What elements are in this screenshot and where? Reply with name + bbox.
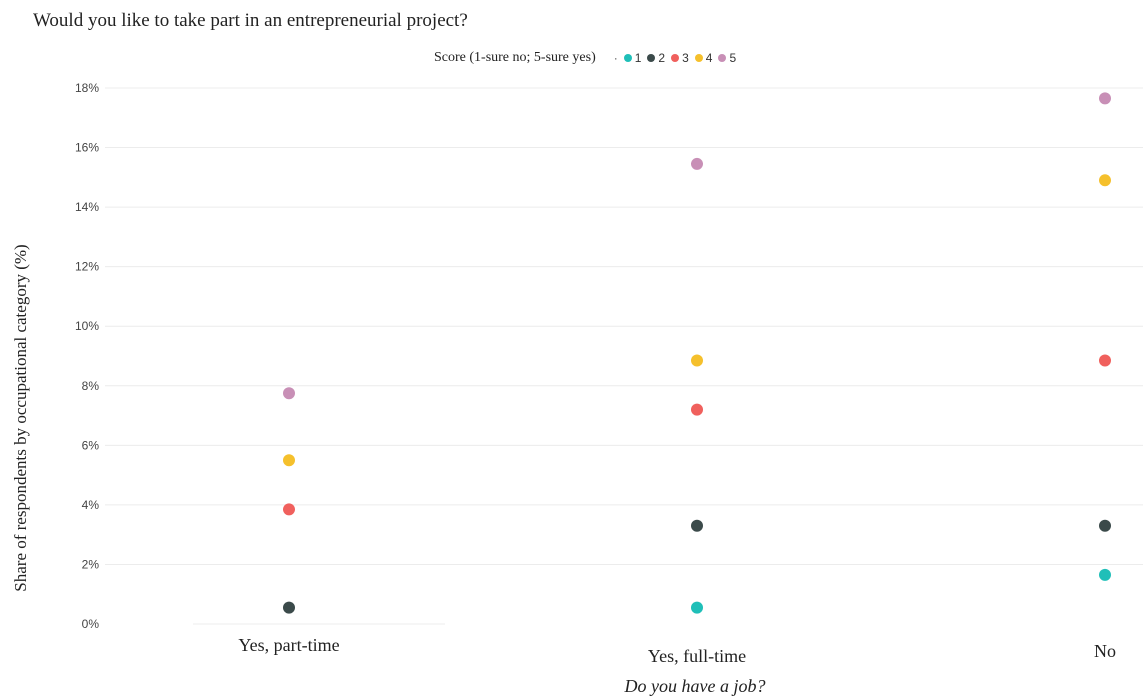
data-point-score-5 xyxy=(691,157,703,170)
data-point-score-1 xyxy=(1099,568,1111,581)
data-point-score-5 xyxy=(1099,92,1111,105)
data-point-score-4 xyxy=(1099,174,1111,187)
legend-items: 1 2 3 4 5 xyxy=(623,51,742,65)
y-tick-label: 12% xyxy=(75,260,99,274)
legend-item-1: 1 xyxy=(623,51,642,65)
legend-marker-4 xyxy=(694,54,703,62)
legend-marker-3 xyxy=(671,54,680,62)
data-point-score-1 xyxy=(691,601,703,614)
data-point-score-3 xyxy=(1099,354,1111,367)
y-tick-label: 4% xyxy=(82,498,100,512)
data-point-score-2 xyxy=(283,601,295,614)
data-point-score-3 xyxy=(691,403,703,416)
legend: Score (1-sure no; 5-sure yes) · 1 2 3 4 5 xyxy=(434,50,742,66)
x-tick-label: No xyxy=(1094,641,1116,661)
y-tick-label: 6% xyxy=(82,438,100,452)
chart-title: Would you like to take part in an entrep… xyxy=(33,10,468,31)
data-point-score-4 xyxy=(283,454,295,467)
data-point-score-5 xyxy=(283,387,295,400)
legend-marker-1 xyxy=(623,54,632,62)
x-tick-label: Yes, full-time xyxy=(648,646,746,666)
legend-item-3: 3 xyxy=(671,51,689,65)
y-tick-label: 0% xyxy=(82,617,100,631)
x-axis-label: Do you have a job? xyxy=(624,676,766,696)
y-tick-label: 8% xyxy=(82,379,100,393)
legend-label-2: 2 xyxy=(658,51,666,65)
legend-title: Score (1-sure no; 5-sure yes) xyxy=(434,50,596,65)
legend-separator: · xyxy=(613,51,618,65)
data-points xyxy=(283,92,1111,614)
legend-marker-2 xyxy=(647,54,656,62)
y-tick-label: 18% xyxy=(75,81,99,95)
gridlines xyxy=(105,87,1143,625)
data-point-score-4 xyxy=(691,354,703,367)
x-tick-label: Yes, part-time xyxy=(238,635,339,655)
data-point-score-3 xyxy=(283,503,295,516)
legend-item-4: 4 xyxy=(694,51,713,65)
legend-label-4: 4 xyxy=(705,51,713,65)
y-tick-label: 10% xyxy=(75,319,99,333)
y-tick-labels: 0% 2% 4% 6% 8% 10% 12% 14% 16% 18% xyxy=(75,81,99,631)
legend-marker-5 xyxy=(718,54,727,62)
y-tick-label: 2% xyxy=(82,557,100,571)
y-tick-label: 14% xyxy=(75,200,99,214)
legend-item-2: 2 xyxy=(647,51,665,65)
x-tick-labels: Yes, part-time Yes, full-time No xyxy=(238,635,1116,666)
y-axis-label: Share of respondents by occupational cat… xyxy=(11,244,30,591)
data-point-score-2 xyxy=(1099,519,1111,532)
legend-label-3: 3 xyxy=(682,51,689,65)
legend-label-1: 1 xyxy=(634,51,642,65)
legend-label-5: 5 xyxy=(729,51,737,65)
y-tick-label: 16% xyxy=(75,141,99,155)
data-point-score-2 xyxy=(691,519,703,532)
legend-item-5: 5 xyxy=(718,51,736,65)
